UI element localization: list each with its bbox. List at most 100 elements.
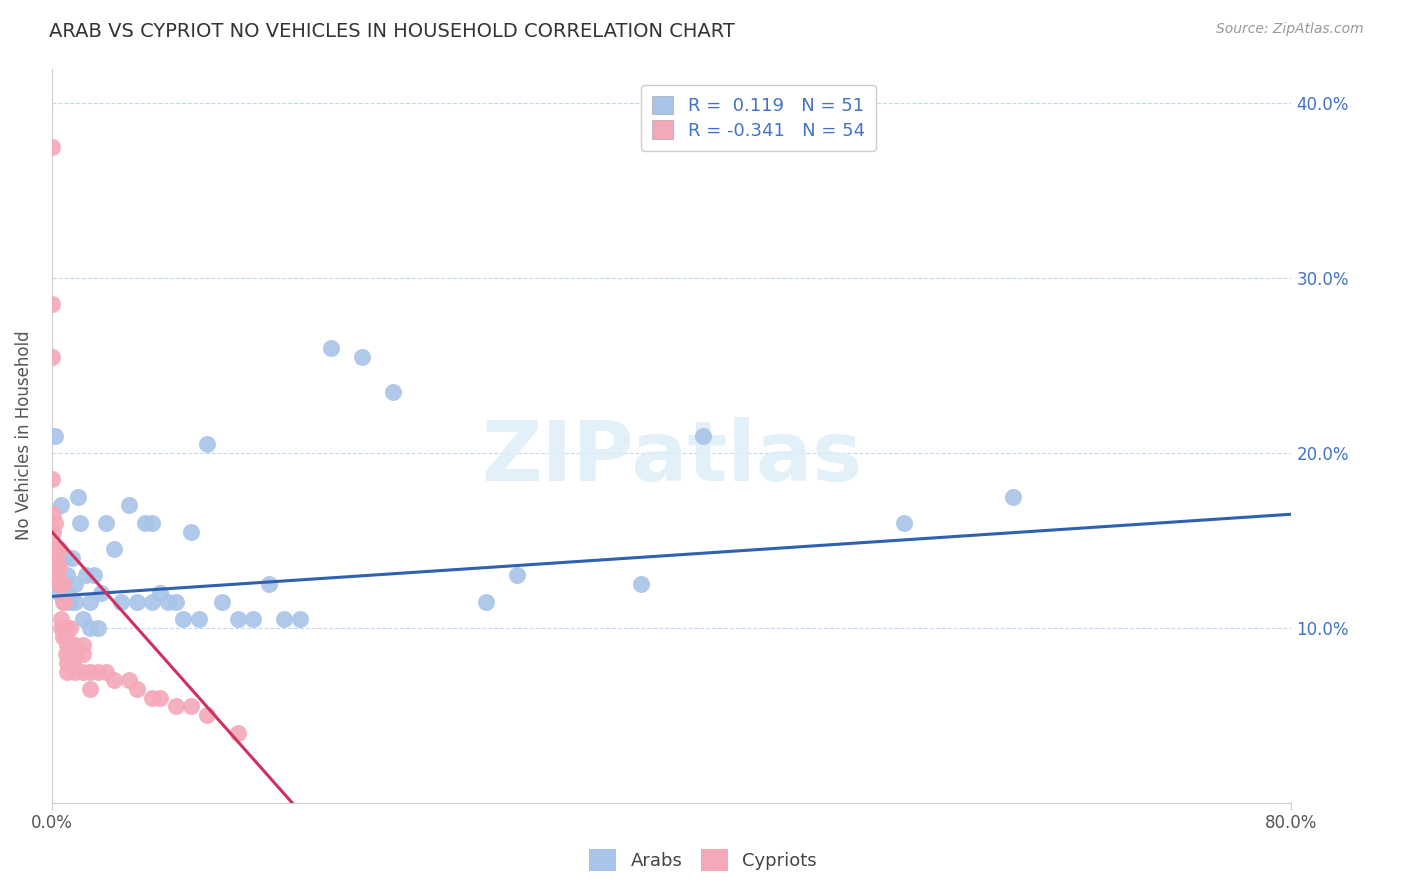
- Point: [103, 673, 125, 688]
- Point: [226, 725, 249, 739]
- Point: [56, 586, 79, 600]
- Point: [172, 612, 194, 626]
- Point: [52, 630, 75, 644]
- Point: [692, 428, 714, 442]
- Point: [381, 384, 404, 399]
- Point: [48, 559, 70, 574]
- Point: [195, 437, 218, 451]
- Point: [630, 577, 652, 591]
- Point: [67, 490, 90, 504]
- Point: [56, 568, 79, 582]
- Point: [52, 594, 75, 608]
- Point: [69, 516, 91, 530]
- Point: [257, 577, 280, 591]
- Point: [94, 665, 117, 679]
- Text: Source: ZipAtlas.com: Source: ZipAtlas.com: [1216, 22, 1364, 37]
- Point: [87, 621, 110, 635]
- Point: [49, 612, 72, 626]
- Point: [45, 568, 67, 582]
- Point: [45, 559, 67, 574]
- Point: [141, 690, 163, 705]
- Point: [474, 594, 496, 608]
- Point: [1001, 490, 1024, 504]
- Point: [63, 577, 86, 591]
- Point: [149, 586, 172, 600]
- Point: [188, 612, 211, 626]
- Point: [141, 594, 163, 608]
- Point: [72, 638, 94, 652]
- Point: [288, 612, 311, 626]
- Point: [55, 647, 77, 661]
- Point: [350, 350, 373, 364]
- Point: [48, 586, 70, 600]
- Y-axis label: No Vehicles in Household: No Vehicles in Household: [15, 331, 32, 541]
- Point: [60, 638, 83, 652]
- Point: [505, 568, 527, 582]
- Point: [59, 621, 82, 635]
- Point: [90, 586, 112, 600]
- Point: [44, 428, 66, 442]
- Point: [42, 524, 65, 539]
- Point: [211, 594, 233, 608]
- Point: [41, 297, 63, 311]
- Point: [83, 568, 105, 582]
- Point: [72, 612, 94, 626]
- Point: [79, 594, 101, 608]
- Point: [60, 550, 83, 565]
- Point: [63, 647, 86, 661]
- Point: [63, 665, 86, 679]
- Point: [42, 542, 65, 557]
- Point: [75, 568, 97, 582]
- Point: [53, 594, 76, 608]
- Point: [118, 499, 141, 513]
- Point: [319, 341, 342, 355]
- Point: [53, 550, 76, 565]
- Point: [55, 630, 77, 644]
- Point: [46, 559, 69, 574]
- Point: [273, 612, 295, 626]
- Point: [56, 638, 79, 652]
- Point: [242, 612, 264, 626]
- Text: ARAB VS CYPRIOT NO VEHICLES IN HOUSEHOLD CORRELATION CHART: ARAB VS CYPRIOT NO VEHICLES IN HOUSEHOLD…: [49, 22, 735, 41]
- Point: [79, 621, 101, 635]
- Point: [149, 690, 172, 705]
- Point: [63, 594, 86, 608]
- Point: [44, 516, 66, 530]
- Point: [41, 140, 63, 154]
- Point: [195, 708, 218, 723]
- Point: [52, 577, 75, 591]
- Legend: R =  0.119   N = 51, R = -0.341   N = 54: R = 0.119 N = 51, R = -0.341 N = 54: [641, 85, 876, 151]
- Legend: Arabs, Cypriots: Arabs, Cypriots: [582, 842, 824, 879]
- Point: [125, 594, 148, 608]
- Point: [52, 577, 75, 591]
- Point: [72, 647, 94, 661]
- Point: [79, 681, 101, 696]
- Point: [60, 656, 83, 670]
- Text: ZIPatlas: ZIPatlas: [481, 417, 862, 498]
- Point: [141, 516, 163, 530]
- Point: [58, 638, 80, 652]
- Point: [165, 699, 187, 714]
- Point: [44, 542, 66, 557]
- Point: [62, 656, 84, 670]
- Point: [63, 638, 86, 652]
- Point: [103, 542, 125, 557]
- Point: [125, 681, 148, 696]
- Point: [56, 665, 79, 679]
- Point: [45, 550, 67, 565]
- Point: [49, 621, 72, 635]
- Point: [41, 472, 63, 486]
- Point: [226, 612, 249, 626]
- Point: [893, 516, 915, 530]
- Point: [53, 621, 76, 635]
- Point: [180, 524, 202, 539]
- Point: [42, 507, 65, 521]
- Point: [41, 350, 63, 364]
- Point: [79, 665, 101, 679]
- Point: [49, 499, 72, 513]
- Point: [110, 594, 132, 608]
- Point: [48, 542, 70, 557]
- Point: [59, 594, 82, 608]
- Point: [118, 673, 141, 688]
- Point: [59, 647, 82, 661]
